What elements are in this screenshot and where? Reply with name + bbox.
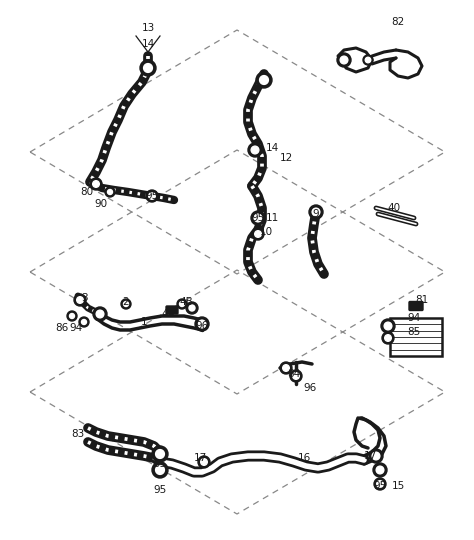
Text: 90: 90 bbox=[94, 199, 108, 209]
Text: 95: 95 bbox=[146, 191, 159, 201]
Circle shape bbox=[377, 481, 383, 487]
Circle shape bbox=[251, 146, 259, 154]
Circle shape bbox=[121, 299, 131, 309]
Circle shape bbox=[79, 317, 89, 327]
Text: 1: 1 bbox=[141, 317, 147, 327]
Text: 13: 13 bbox=[141, 23, 155, 33]
Circle shape bbox=[385, 335, 392, 341]
Text: 95: 95 bbox=[251, 213, 264, 223]
Circle shape bbox=[369, 449, 383, 463]
Text: 12: 12 bbox=[279, 153, 292, 163]
Circle shape bbox=[381, 319, 395, 333]
Circle shape bbox=[195, 317, 209, 331]
Circle shape bbox=[309, 205, 323, 219]
Circle shape bbox=[149, 193, 155, 199]
Text: 2: 2 bbox=[123, 297, 129, 307]
Circle shape bbox=[254, 214, 262, 222]
Circle shape bbox=[105, 187, 115, 197]
Circle shape bbox=[372, 452, 380, 460]
Circle shape bbox=[255, 231, 261, 237]
Text: 95: 95 bbox=[154, 459, 167, 469]
Circle shape bbox=[248, 143, 262, 157]
Circle shape bbox=[177, 299, 187, 309]
Circle shape bbox=[93, 307, 107, 321]
Circle shape bbox=[373, 463, 387, 477]
Circle shape bbox=[77, 296, 83, 303]
Text: 17: 17 bbox=[364, 451, 377, 461]
Circle shape bbox=[93, 181, 99, 187]
Circle shape bbox=[198, 320, 206, 328]
Circle shape bbox=[74, 294, 86, 306]
Circle shape bbox=[96, 310, 104, 318]
FancyBboxPatch shape bbox=[409, 301, 423, 310]
Circle shape bbox=[180, 301, 184, 307]
Text: 82: 82 bbox=[392, 17, 405, 27]
Circle shape bbox=[198, 456, 210, 468]
Circle shape bbox=[256, 72, 272, 88]
Circle shape bbox=[365, 57, 371, 63]
Circle shape bbox=[251, 211, 265, 225]
Circle shape bbox=[144, 64, 153, 72]
Circle shape bbox=[337, 53, 351, 67]
Text: 80: 80 bbox=[81, 187, 93, 197]
Circle shape bbox=[384, 322, 392, 330]
Text: 83: 83 bbox=[72, 429, 85, 439]
Circle shape bbox=[260, 76, 268, 84]
Text: 96: 96 bbox=[303, 383, 317, 393]
Text: 9: 9 bbox=[313, 209, 319, 219]
Circle shape bbox=[280, 362, 292, 374]
Text: 4A: 4A bbox=[161, 309, 175, 319]
Text: 14: 14 bbox=[141, 39, 155, 49]
Circle shape bbox=[108, 190, 112, 194]
Text: 17: 17 bbox=[193, 453, 207, 463]
FancyBboxPatch shape bbox=[166, 306, 178, 314]
Circle shape bbox=[374, 478, 386, 490]
Circle shape bbox=[140, 60, 156, 76]
Text: 11: 11 bbox=[265, 213, 279, 223]
Text: 84: 84 bbox=[287, 369, 301, 379]
Text: 15: 15 bbox=[392, 481, 405, 491]
Text: 94: 94 bbox=[407, 313, 420, 323]
Circle shape bbox=[382, 332, 394, 344]
Text: 95: 95 bbox=[154, 485, 167, 495]
Text: 4B: 4B bbox=[179, 297, 193, 307]
Circle shape bbox=[283, 364, 289, 372]
Circle shape bbox=[252, 228, 264, 240]
Circle shape bbox=[70, 314, 74, 319]
Circle shape bbox=[155, 465, 164, 475]
Circle shape bbox=[189, 305, 195, 311]
Circle shape bbox=[155, 450, 164, 458]
Circle shape bbox=[152, 446, 168, 462]
Text: 14: 14 bbox=[265, 143, 279, 153]
Circle shape bbox=[152, 462, 168, 478]
Circle shape bbox=[124, 301, 128, 307]
Text: 40: 40 bbox=[387, 203, 401, 213]
Text: 94: 94 bbox=[69, 323, 82, 333]
Text: 96: 96 bbox=[195, 321, 209, 331]
Circle shape bbox=[146, 190, 158, 202]
Circle shape bbox=[293, 373, 299, 379]
Text: 95: 95 bbox=[374, 481, 387, 491]
Circle shape bbox=[376, 466, 384, 474]
Bar bbox=[390, 318, 442, 356]
Circle shape bbox=[340, 56, 348, 64]
Text: 16: 16 bbox=[297, 453, 310, 463]
Text: 86: 86 bbox=[55, 323, 69, 333]
Circle shape bbox=[67, 311, 77, 321]
Circle shape bbox=[186, 302, 198, 314]
Circle shape bbox=[90, 178, 102, 190]
Text: 81: 81 bbox=[415, 295, 428, 305]
Circle shape bbox=[290, 370, 302, 382]
Text: 10: 10 bbox=[259, 227, 273, 237]
Text: 85: 85 bbox=[407, 327, 420, 337]
Circle shape bbox=[82, 320, 86, 325]
Circle shape bbox=[201, 458, 207, 465]
Circle shape bbox=[312, 208, 320, 216]
Text: 3: 3 bbox=[81, 293, 87, 303]
Circle shape bbox=[363, 55, 373, 65]
